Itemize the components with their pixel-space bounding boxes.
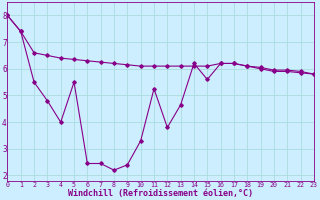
X-axis label: Windchill (Refroidissement éolien,°C): Windchill (Refroidissement éolien,°C) — [68, 189, 253, 198]
